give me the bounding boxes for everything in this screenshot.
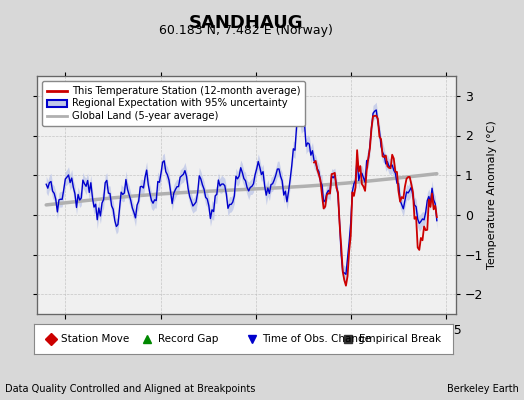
Text: Time of Obs. Change: Time of Obs. Change [263, 334, 372, 344]
Legend: This Temperature Station (12-month average), Regional Expectation with 95% uncer: This Temperature Station (12-month avera… [42, 81, 305, 126]
Y-axis label: Temperature Anomaly (°C): Temperature Anomaly (°C) [487, 121, 497, 269]
Text: Station Move: Station Move [61, 334, 129, 344]
Text: Record Gap: Record Gap [158, 334, 218, 344]
Text: Berkeley Earth: Berkeley Earth [447, 384, 519, 394]
Text: Data Quality Controlled and Aligned at Breakpoints: Data Quality Controlled and Aligned at B… [5, 384, 256, 394]
Text: 60.183 N, 7.482 E (Norway): 60.183 N, 7.482 E (Norway) [159, 24, 333, 37]
Text: SANDHAUG: SANDHAUG [189, 14, 303, 32]
Text: Empirical Break: Empirical Break [359, 334, 441, 344]
